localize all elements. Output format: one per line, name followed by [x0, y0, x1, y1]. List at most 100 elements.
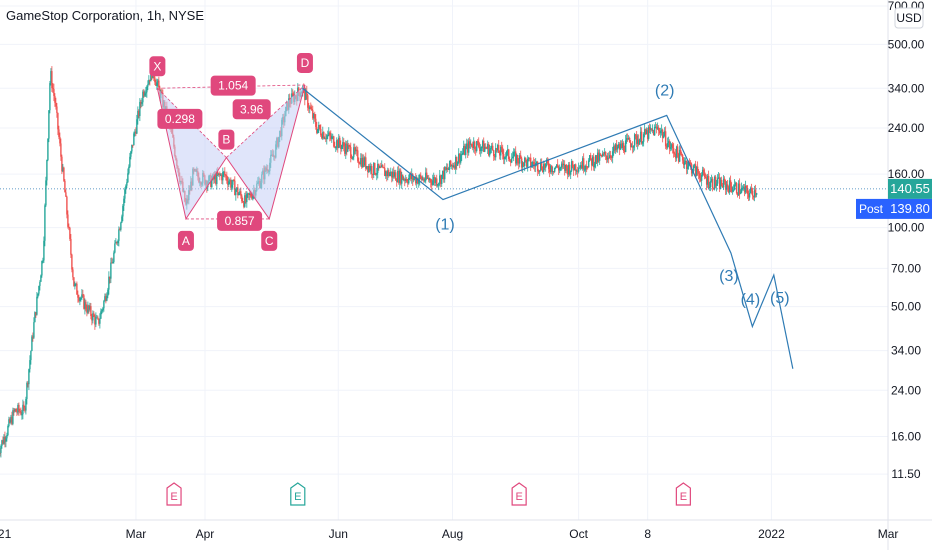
candle-body [46, 159, 48, 181]
candle-body [389, 173, 391, 176]
candle-body [360, 158, 362, 165]
earnings-marker[interactable]: E [166, 482, 182, 506]
time-axis[interactable]: 2021 Mar Apr Jun Aug Oct 8 2022 Mar [0, 519, 932, 541]
x-tick-label: Oct [569, 527, 588, 541]
earnings-marker[interactable]: E [290, 482, 306, 506]
candle-body [421, 176, 423, 181]
candle-body [689, 163, 692, 165]
candle-body [623, 150, 626, 153]
ratio-ac-box [217, 210, 263, 231]
candle-body [355, 149, 357, 152]
candle-body [433, 177, 435, 181]
candle-body [308, 107, 310, 109]
candle-body [546, 159, 548, 164]
candle-body [441, 174, 443, 184]
candle-body [511, 158, 513, 163]
candle-body [544, 164, 546, 168]
candle-body [39, 281, 41, 286]
pattern-point-c[interactable]: C [261, 230, 278, 251]
candle-body [614, 144, 617, 151]
candle-body [657, 127, 660, 131]
candle-body [235, 190, 237, 196]
elliott-wave-layer[interactable]: (1) (2) (3)(4) (5) [302, 82, 794, 369]
candle-body [334, 146, 336, 148]
candle-body [216, 172, 218, 184]
candle-body [673, 153, 676, 155]
candle-body [84, 301, 86, 309]
candle-body [693, 164, 696, 166]
candle-body [586, 167, 589, 169]
pattern-point-b[interactable]: B [218, 129, 235, 150]
candle-body [33, 322, 35, 338]
earnings-marker[interactable]: E [511, 482, 527, 506]
candle-body [107, 289, 109, 296]
candle-body [138, 110, 140, 116]
candle-body [97, 317, 99, 319]
candle-body [361, 158, 363, 168]
candle-body [557, 167, 560, 171]
candle-body [211, 179, 213, 187]
candle-body [514, 151, 516, 153]
x-tick-label: 8 [644, 527, 651, 541]
candle-body [409, 173, 411, 178]
candle-body [344, 146, 346, 154]
pattern-point-d[interactable]: D [296, 52, 313, 73]
ratio-bd[interactable]: 3.96 [232, 99, 271, 120]
candle-body [568, 164, 571, 175]
candle-body [592, 156, 595, 168]
price-axis[interactable]: 700.00500.00340.00240.00160.00100.0070.0… [887, 0, 925, 550]
ratio-ac[interactable]: 0.857 [217, 210, 263, 231]
candle-body [595, 155, 598, 163]
candle-body [450, 160, 452, 166]
harmonic-pattern-layer[interactable]: X A B C D 0.298 0.857 1.054 3.96 [149, 52, 313, 251]
candle-body [396, 180, 398, 183]
candle-body [599, 154, 602, 156]
candle-body [327, 134, 329, 136]
candle-body [732, 189, 735, 191]
candle-body [651, 129, 654, 131]
ratio-xb[interactable]: 0.298 [157, 108, 203, 129]
candle-body [292, 93, 294, 95]
pattern-point-d-box [296, 52, 313, 73]
x-tick-label: 2021 [0, 527, 12, 541]
candle-body [494, 156, 496, 158]
ratio-ac-text: 0.857 [225, 214, 255, 228]
candle-body [533, 162, 535, 165]
candle-body [64, 180, 66, 193]
candle-body [393, 171, 395, 177]
candle-body [478, 141, 480, 147]
candle-body [375, 173, 377, 175]
candle-body [743, 186, 746, 193]
candle-body [50, 71, 52, 84]
candle-body [29, 360, 31, 370]
candle-body [411, 173, 413, 179]
candle-body [565, 164, 568, 169]
candle-body [372, 174, 374, 176]
candle-body [242, 201, 244, 203]
candle-body [120, 222, 122, 230]
candle-body [61, 156, 63, 172]
pattern-point-a[interactable]: A [177, 230, 194, 251]
candle-body [134, 131, 136, 134]
candle-body [578, 167, 581, 169]
candle-body [148, 79, 150, 85]
candle-body [606, 157, 609, 160]
candle-body [576, 170, 579, 172]
pattern-point-x[interactable]: X [149, 56, 166, 77]
candle-body [7, 425, 9, 436]
x-tick-label: Apr [196, 527, 215, 541]
candle-body [106, 295, 108, 301]
candle-body [667, 141, 670, 144]
ratio-xd[interactable]: 1.054 [210, 75, 256, 96]
candle-body [710, 178, 713, 182]
candle-body [748, 193, 751, 198]
candle-body [232, 179, 234, 185]
candle-body [753, 189, 756, 198]
candle-body [108, 276, 110, 290]
candle-body [683, 162, 686, 165]
candle-body [0, 452, 1, 454]
earnings-marker[interactable]: E [675, 482, 691, 506]
